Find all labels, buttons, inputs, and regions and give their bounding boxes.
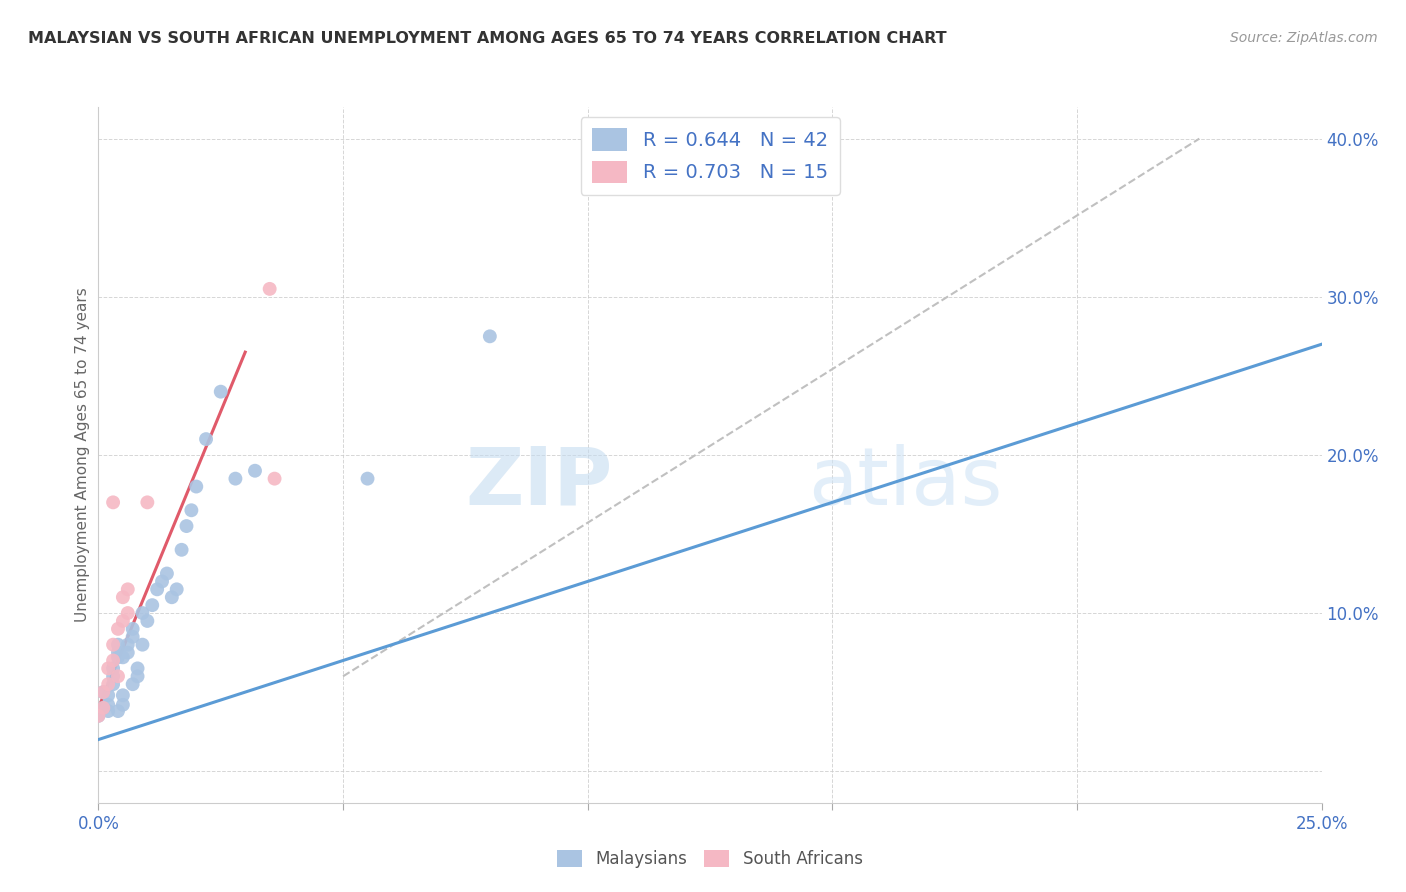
Point bbox=[176, 519, 198, 533]
Point bbox=[121, 677, 143, 691]
Point bbox=[107, 638, 129, 652]
Text: MALAYSIAN VS SOUTH AFRICAN UNEMPLOYMENT AMONG AGES 65 TO 74 YEARS CORRELATION CH: MALAYSIAN VS SOUTH AFRICAN UNEMPLOYMENT … bbox=[28, 31, 946, 46]
Point bbox=[160, 591, 183, 605]
Point bbox=[117, 606, 139, 620]
Point bbox=[243, 464, 266, 478]
Point bbox=[87, 708, 110, 723]
Point bbox=[107, 646, 129, 660]
Text: atlas: atlas bbox=[808, 443, 1002, 522]
Point bbox=[131, 606, 153, 620]
Text: Source: ZipAtlas.com: Source: ZipAtlas.com bbox=[1230, 31, 1378, 45]
Point bbox=[91, 685, 114, 699]
Point bbox=[111, 688, 134, 702]
Point bbox=[97, 704, 120, 718]
Point bbox=[146, 582, 169, 597]
Point bbox=[156, 566, 179, 581]
Point bbox=[107, 650, 129, 665]
Point bbox=[150, 574, 173, 589]
Point bbox=[101, 495, 124, 509]
Point bbox=[97, 661, 120, 675]
Y-axis label: Unemployment Among Ages 65 to 74 years: Unemployment Among Ages 65 to 74 years bbox=[75, 287, 90, 623]
Point bbox=[107, 704, 129, 718]
Point bbox=[101, 677, 124, 691]
Legend: Malaysians, South Africans: Malaysians, South Africans bbox=[551, 843, 869, 874]
Point bbox=[97, 698, 120, 712]
Point bbox=[111, 614, 134, 628]
Point bbox=[263, 472, 285, 486]
Point bbox=[117, 646, 139, 660]
Point bbox=[180, 503, 202, 517]
Point bbox=[136, 495, 159, 509]
Point bbox=[478, 329, 501, 343]
Point bbox=[101, 661, 124, 675]
Point bbox=[166, 582, 188, 597]
Point bbox=[121, 622, 143, 636]
Point bbox=[91, 701, 114, 715]
Point bbox=[101, 638, 124, 652]
Point bbox=[224, 472, 246, 486]
Point bbox=[209, 384, 232, 399]
Point bbox=[127, 669, 149, 683]
Point bbox=[136, 614, 159, 628]
Point bbox=[107, 622, 129, 636]
Point bbox=[131, 638, 153, 652]
Point bbox=[356, 472, 378, 486]
Point bbox=[117, 638, 139, 652]
Point bbox=[87, 708, 110, 723]
Point bbox=[117, 582, 139, 597]
Point bbox=[141, 598, 163, 612]
Point bbox=[170, 542, 193, 557]
Point bbox=[121, 630, 143, 644]
Point bbox=[97, 677, 120, 691]
Point bbox=[111, 698, 134, 712]
Point bbox=[107, 669, 129, 683]
Point bbox=[91, 685, 114, 699]
Point bbox=[186, 479, 208, 493]
Point bbox=[259, 282, 281, 296]
Point bbox=[91, 701, 114, 715]
Point bbox=[97, 688, 120, 702]
Point bbox=[195, 432, 218, 446]
Point bbox=[101, 653, 124, 667]
Point bbox=[111, 650, 134, 665]
Point bbox=[111, 591, 134, 605]
Text: ZIP: ZIP bbox=[465, 443, 612, 522]
Point bbox=[127, 661, 149, 675]
Point bbox=[101, 669, 124, 683]
